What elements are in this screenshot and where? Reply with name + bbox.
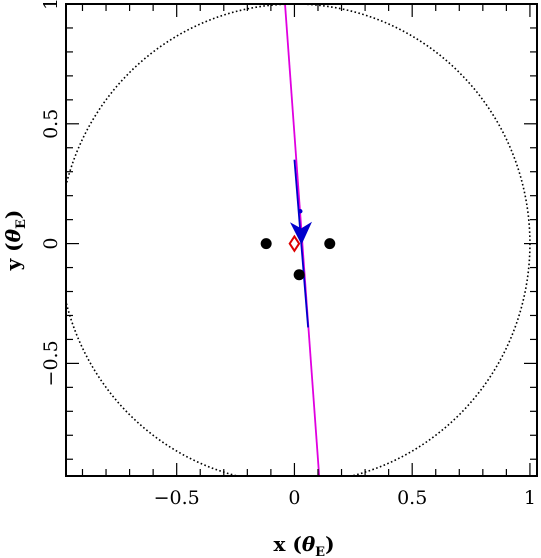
lens-mass-3 [293,269,305,281]
trajectory-dot [298,209,303,214]
y-tick-label: 0 [40,238,62,250]
einstein-ring [66,4,531,476]
x-tick-label: 0 [288,487,300,509]
x-tick-label: 1 [524,487,536,509]
x-tick-label: −0.5 [154,487,200,509]
lens-mass-2 [324,238,336,250]
direction-arrow [290,221,312,245]
y-axis-label: y (θE) [1,210,29,272]
lens-mass-1 [260,238,272,250]
x-axis-label: x (θE) [273,532,334,558]
x-tick-label: 0.5 [397,487,427,509]
caustic-curve [288,234,301,253]
y-tick-label: −0.5 [40,340,62,386]
y-tick-label: 1 [40,0,62,10]
y-tick-label: 0.5 [40,109,62,139]
plot-frame [65,3,538,477]
